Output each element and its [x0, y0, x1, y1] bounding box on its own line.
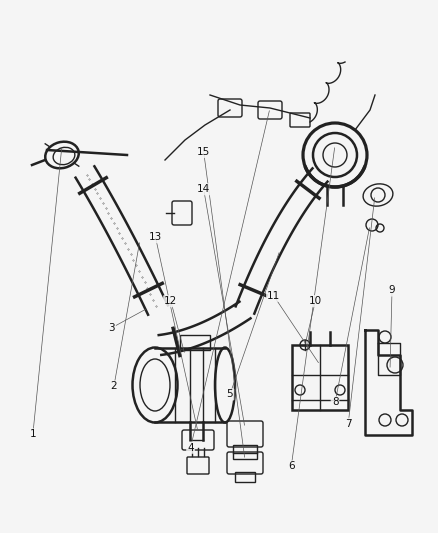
Bar — [292, 345, 348, 410]
Text: 9: 9 — [389, 286, 396, 295]
Text: 2: 2 — [110, 382, 117, 391]
Text: 14: 14 — [197, 184, 210, 194]
Text: 1: 1 — [29, 430, 36, 439]
Text: 10: 10 — [309, 296, 322, 306]
Text: 11: 11 — [267, 291, 280, 301]
Text: 15: 15 — [197, 147, 210, 157]
Text: 13: 13 — [149, 232, 162, 242]
Text: 3: 3 — [108, 323, 115, 333]
Text: 6: 6 — [288, 462, 295, 471]
Text: 8: 8 — [332, 398, 339, 407]
Text: 7: 7 — [345, 419, 352, 429]
Text: 5: 5 — [226, 390, 233, 399]
Text: 12: 12 — [164, 296, 177, 306]
Text: 4: 4 — [187, 443, 194, 453]
Bar — [180, 335, 210, 350]
